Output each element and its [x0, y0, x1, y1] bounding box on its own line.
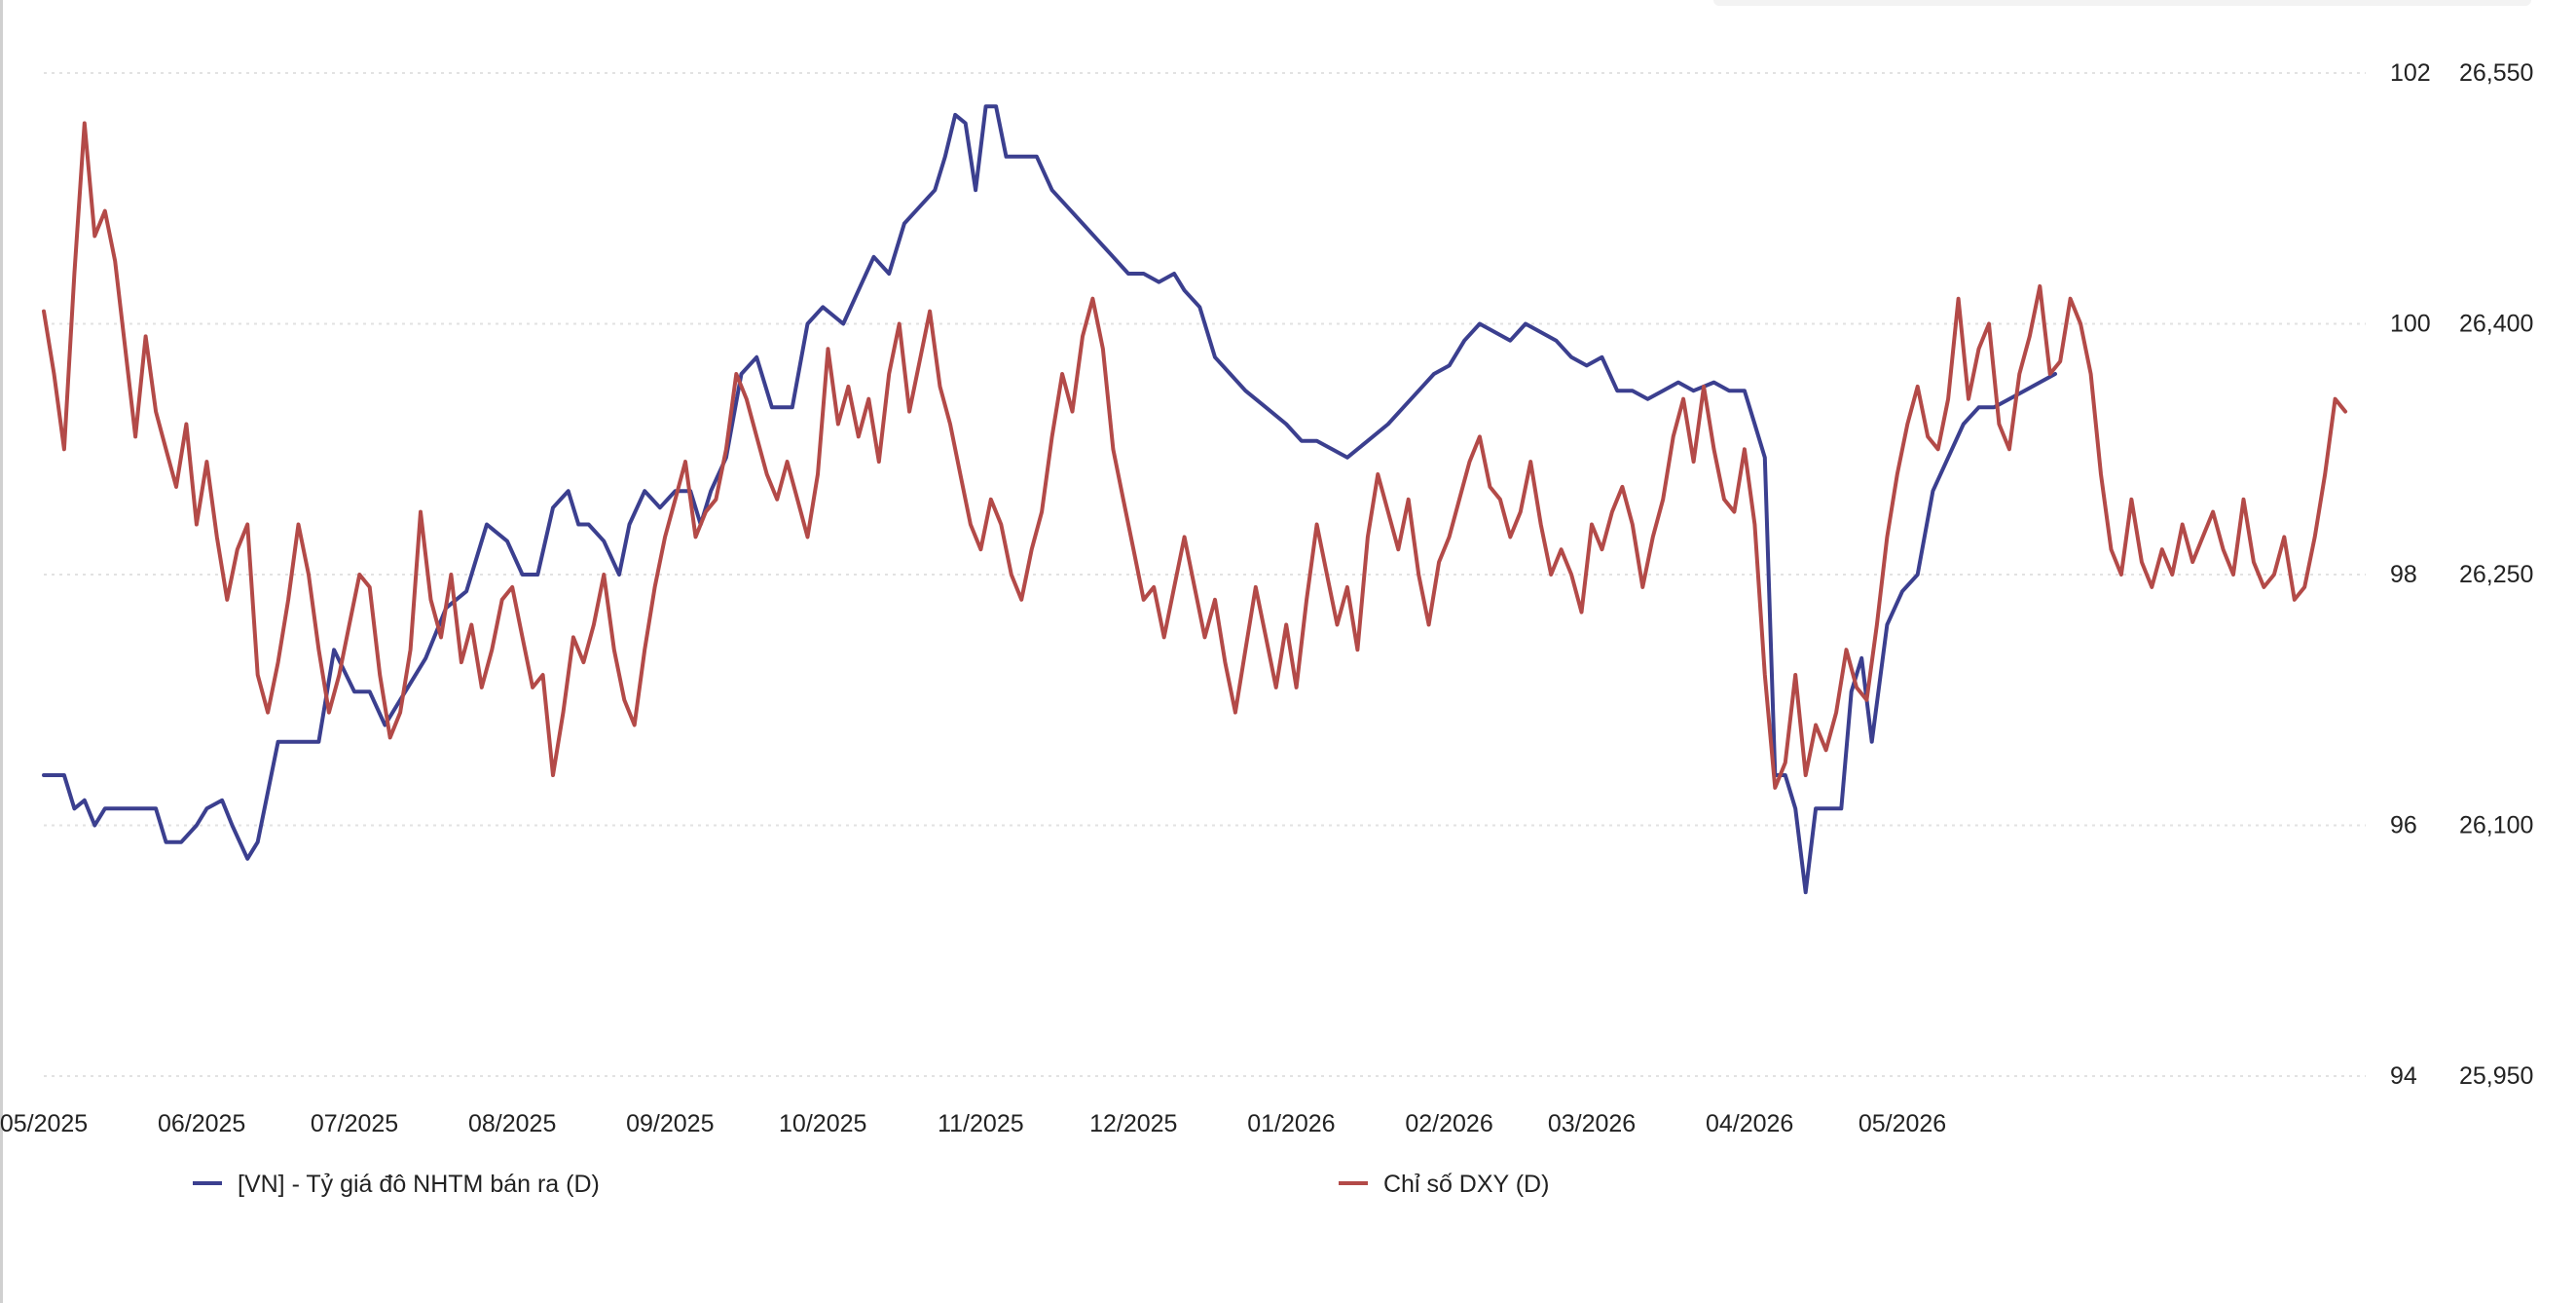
rate-tick-label: 25,950	[2459, 1062, 2533, 1090]
legend-label: [VN] - Tỷ giá đô NHTM bán ra (D)	[238, 1171, 600, 1198]
series-line-rate	[42, 104, 2057, 895]
grid-lines	[44, 72, 2366, 1077]
x-tick-label: 06/2025	[158, 1110, 245, 1137]
x-tick-label: 04/2026	[1706, 1110, 1793, 1137]
x-axis-ticks: 05/2025 06/2025 07/2025 08/2025 09/2025 10/20…	[0, 1110, 1946, 1137]
rate-tick-label: 26,550	[2459, 59, 2533, 87]
rate-tick-label: 26,100	[2459, 812, 2533, 839]
dxy-tick-label: 96	[2390, 812, 2417, 839]
x-tick-label: 10/2025	[779, 1110, 866, 1137]
legend-label: Chỉ số DXY (D)	[1383, 1171, 1549, 1198]
dxy-tick-label: 98	[2390, 561, 2417, 588]
dxy-axis-ticks: 102 100 98 96 94	[2390, 59, 2431, 1090]
x-tick-label: 05/2026	[1858, 1110, 1946, 1137]
rate-axis-ticks: 26,550 26,400 26,250 26,100 25,950	[2459, 59, 2533, 1090]
rate-tick-label: 26,250	[2459, 561, 2533, 588]
x-tick-label: 07/2025	[311, 1110, 398, 1137]
legend-item[interactable]: [VN] - Tỷ giá đô NHTM bán ra (D)	[193, 1171, 600, 1198]
legend-item[interactable]: Chỉ số DXY (D)	[1339, 1171, 1549, 1198]
dxy-tick-label: 94	[2390, 1062, 2417, 1090]
series-line-dxy	[42, 121, 2348, 790]
legend[interactable]: [VN] - Tỷ giá đô NHTM bán ra (D) Chỉ số D…	[193, 1171, 1549, 1198]
dxy-tick-label: 102	[2390, 59, 2431, 87]
rate-tick-label: 26,400	[2459, 311, 2533, 338]
top-toolbar-strip	[1713, 0, 2531, 6]
dxy-tick-label: 100	[2390, 311, 2431, 338]
window-left-edge	[0, 0, 3, 1303]
x-tick-label: 05/2025	[0, 1110, 88, 1137]
x-tick-label: 11/2025	[938, 1110, 1024, 1137]
x-tick-label: 09/2025	[626, 1110, 714, 1137]
x-tick-label: 02/2026	[1405, 1110, 1492, 1137]
x-tick-label: 01/2026	[1247, 1110, 1335, 1137]
x-tick-label: 12/2025	[1089, 1110, 1177, 1137]
x-tick-label: 03/2026	[1548, 1110, 1636, 1137]
x-tick-label: 08/2025	[468, 1110, 556, 1137]
series-lines	[42, 104, 2348, 895]
